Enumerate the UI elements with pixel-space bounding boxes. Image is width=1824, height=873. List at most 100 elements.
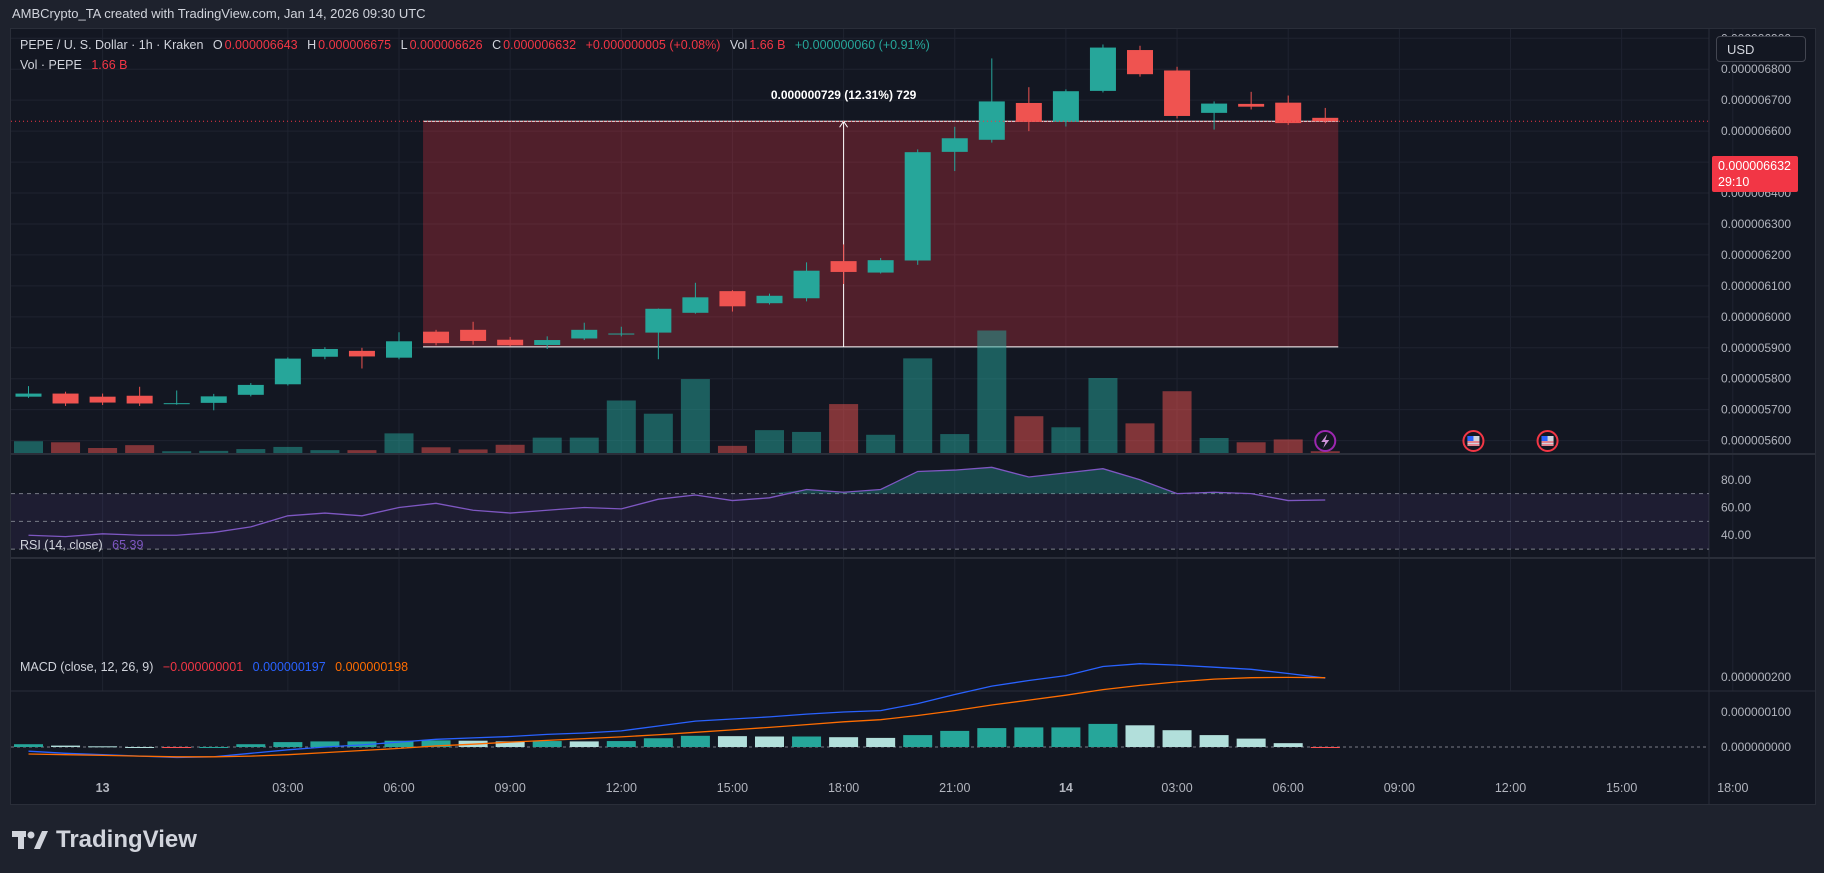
macd-histogram-bar	[310, 741, 340, 747]
measure-label: 0.000000729 (12.31%) 729	[771, 88, 917, 102]
macd-histogram-bar	[199, 747, 229, 748]
price-axis-tick-label: 0.000006300	[1721, 217, 1791, 231]
macd-axis-tick-label: 0.000000000	[1721, 740, 1791, 754]
volume-bar	[680, 379, 710, 453]
macd-histogram-bar	[903, 735, 933, 747]
time-axis-tick-label: 12:00	[1495, 781, 1526, 795]
candle-body	[15, 393, 42, 397]
volume-bar	[792, 431, 822, 453]
us-flag-event-icon-canton	[1467, 436, 1474, 441]
rsi-axis-tick-label: 80.00	[1721, 473, 1751, 487]
macd-hist-value: −0.000000001	[162, 660, 244, 674]
macd-axis-tick-label: 0.000000200	[1721, 670, 1791, 684]
volume-bar	[1051, 427, 1081, 453]
price-axis-tick-label: 0.000006100	[1721, 279, 1791, 293]
macd-histogram-bar	[347, 741, 377, 747]
macd-histogram-bar	[606, 741, 636, 747]
candle-body	[386, 341, 412, 358]
volume-bar	[1125, 423, 1155, 453]
time-axis-tick-label: 15:00	[717, 781, 748, 795]
macd-histogram-bar	[977, 728, 1007, 747]
macd-line	[28, 663, 1326, 759]
volume-bar	[717, 445, 747, 453]
time-axis-tick-label: 15:00	[1606, 781, 1637, 795]
volume-bar	[1014, 416, 1044, 453]
last-price-tag: 0.000006632 29:10	[1712, 156, 1798, 192]
time-axis-tick-label: 18:00	[1717, 781, 1748, 795]
time-axis-tick-label: 18:00	[828, 781, 859, 795]
rsi-axis-tick-label: 60.00	[1721, 501, 1751, 515]
tradingview-logo[interactable]: TradingView	[12, 826, 197, 854]
macd-histogram-bar	[1014, 727, 1044, 747]
macd-histogram-bar	[532, 741, 562, 747]
macd-histogram-bar	[1051, 727, 1081, 747]
chart-canvas[interactable]: 0.0000069000.0000068000.0000067000.00000…	[11, 29, 1815, 804]
volume-bar	[88, 448, 118, 453]
macd-histogram-bar	[384, 740, 414, 747]
currency-button[interactable]: USD	[1716, 36, 1806, 62]
candle-body	[534, 340, 561, 345]
brand-name: TradingView	[56, 826, 197, 853]
close-value: 0.000006632	[503, 38, 577, 52]
candle-body	[904, 152, 931, 261]
candle-body	[608, 333, 635, 335]
volume-bar	[643, 413, 673, 453]
rsi-title[interactable]: RSI (14, close)	[20, 538, 103, 552]
volume-series-value: 1.66 B	[91, 58, 128, 72]
price-axis-tick-label: 0.000006600	[1721, 124, 1791, 138]
macd-histogram-bar	[569, 741, 599, 747]
macd-histogram-bar	[680, 735, 710, 747]
price-axis-tick-label: 0.000005900	[1721, 341, 1791, 355]
macd-legend: MACD (close, 12, 26, 9) −0.000000001 0.0…	[20, 660, 408, 674]
candle-body	[237, 384, 264, 395]
volume-bar	[1088, 378, 1118, 453]
rsi-line	[28, 466, 1326, 538]
volume-bar	[940, 434, 970, 453]
price-axis-tick-label: 0.000006200	[1721, 248, 1791, 262]
volume-bar	[606, 400, 636, 453]
symbol-name[interactable]: PEPE / U. S. Dollar · 1h · Kraken	[20, 38, 204, 52]
price-axis-tick-label: 0.000005800	[1721, 372, 1791, 386]
candle-body	[645, 308, 672, 333]
macd-histogram-bar	[717, 736, 747, 747]
candle-body	[756, 295, 783, 304]
candle-body	[163, 403, 190, 405]
macd-histogram-bar	[1199, 735, 1229, 747]
chart-caption: AMBCrypto_TA created with TradingView.co…	[12, 6, 426, 21]
candle-body	[867, 260, 894, 273]
candle-body	[682, 297, 709, 313]
candle-body	[423, 331, 450, 344]
close-label: C	[492, 38, 502, 52]
vol-change-value: +0.000000060 (+0.91%)	[794, 38, 930, 52]
macd-histogram-bar	[236, 744, 266, 747]
rsi-value: 65.39	[112, 538, 144, 552]
macd-histogram-bar	[495, 741, 525, 747]
chart-frame[interactable]: 0.0000069000.0000068000.0000067000.00000…	[10, 28, 1816, 805]
candle-body	[89, 396, 116, 403]
volume-bar	[1199, 438, 1229, 453]
macd-axis-tick-label: 0.000000100	[1721, 705, 1791, 719]
volume-bar	[14, 441, 43, 453]
rsi-overbought-fill	[28, 467, 1326, 494]
time-axis-tick-label: 03:00	[272, 781, 303, 795]
volume-bar	[532, 437, 562, 453]
candle-body	[571, 329, 598, 339]
macd-histogram-bar	[162, 747, 192, 748]
time-axis-tick-label: 09:00	[495, 781, 526, 795]
volume-series-label[interactable]: Vol · PEPE	[20, 58, 82, 72]
volume-bar	[1236, 442, 1266, 453]
price-axis-tick-label: 0.000006700	[1721, 93, 1791, 107]
volume-bar	[236, 449, 266, 453]
macd-signal-line	[28, 676, 1326, 758]
volume-legend: Vol · PEPE 1.66 B	[20, 58, 127, 72]
macd-histogram-bar	[1088, 723, 1118, 747]
macd-title[interactable]: MACD (close, 12, 26, 9)	[20, 660, 154, 674]
candle-body	[497, 339, 524, 346]
time-axis-tick-label: 06:00	[1273, 781, 1304, 795]
volume-bar	[125, 445, 155, 453]
candle-body	[941, 138, 968, 152]
tradingview-logo-icon	[12, 829, 48, 851]
vol-label: Vol	[729, 38, 748, 52]
volume-bar	[1310, 451, 1340, 453]
lightning-event-icon-bolt	[1321, 434, 1330, 448]
